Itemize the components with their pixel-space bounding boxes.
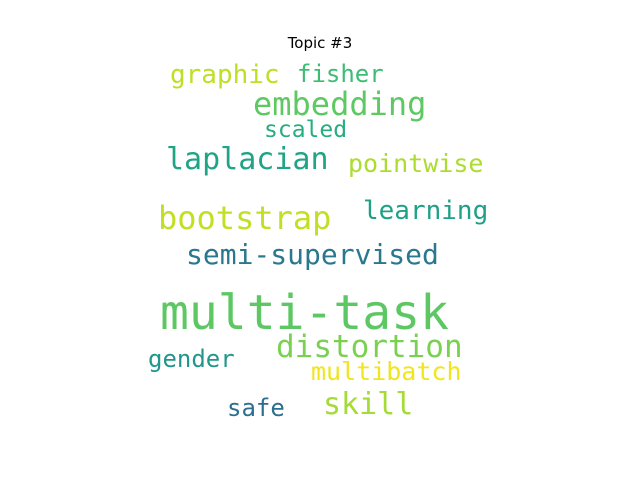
word-safe: safe: [227, 394, 285, 422]
word-graphic: graphic: [170, 60, 280, 90]
word-embedding: embedding: [253, 85, 426, 123]
word-scaled: scaled: [264, 117, 347, 143]
chart-title: Topic #3: [287, 34, 353, 52]
word-multibatch: multibatch: [311, 357, 462, 386]
word-laplacian: laplacian: [166, 142, 329, 177]
word-gender: gender: [148, 345, 235, 373]
word-skill: skill: [323, 387, 413, 422]
word-bootstrap: bootstrap: [158, 199, 331, 237]
word-fisher: fisher: [297, 60, 384, 88]
word-learning: learning: [363, 196, 488, 226]
word-multi-task: multi-task: [160, 285, 449, 341]
word-distortion: distortion: [276, 329, 463, 365]
word-pointwise: pointwise: [348, 149, 483, 178]
word-semi-supervised: semi-supervised: [186, 238, 439, 271]
